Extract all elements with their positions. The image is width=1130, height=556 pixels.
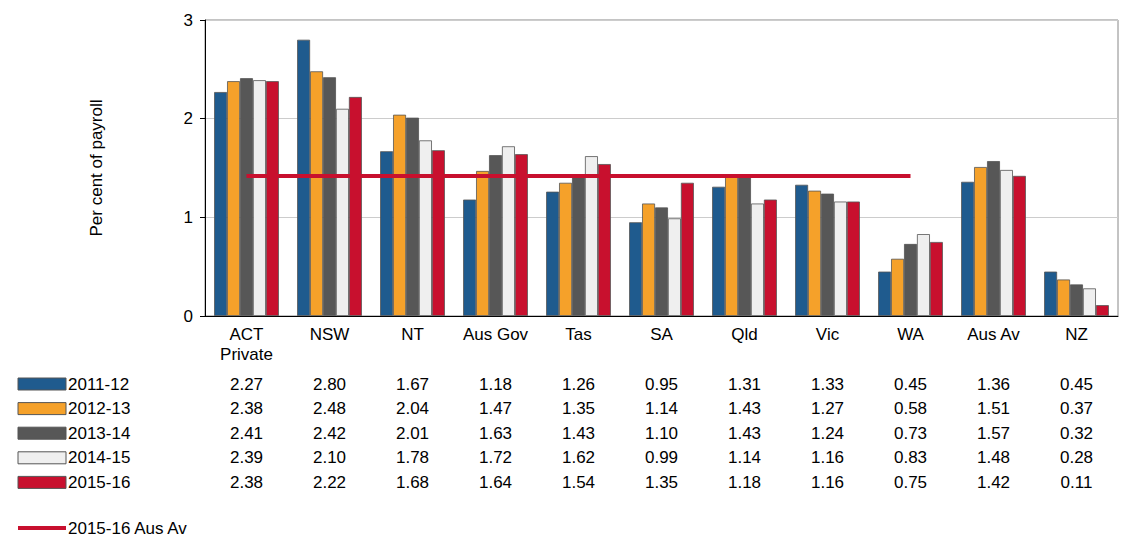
svg-text:0.73: 0.73 — [894, 424, 927, 443]
svg-text:0.32: 0.32 — [1060, 424, 1093, 443]
svg-text:1.14: 1.14 — [645, 399, 678, 418]
svg-text:0.45: 0.45 — [1060, 375, 1093, 394]
svg-text:0.95: 0.95 — [645, 375, 678, 394]
svg-text:Qld: Qld — [731, 325, 757, 344]
svg-text:NZ: NZ — [1065, 325, 1088, 344]
svg-text:2.80: 2.80 — [313, 375, 346, 394]
svg-text:1.48: 1.48 — [977, 448, 1010, 467]
svg-text:1.27: 1.27 — [811, 399, 844, 418]
svg-text:2.01: 2.01 — [396, 424, 429, 443]
svg-text:1.42: 1.42 — [977, 473, 1010, 492]
svg-text:SA: SA — [650, 325, 673, 344]
svg-text:1.43: 1.43 — [728, 399, 761, 418]
svg-text:0.45: 0.45 — [894, 375, 927, 394]
svg-text:0.58: 0.58 — [894, 399, 927, 418]
svg-text:1.72: 1.72 — [479, 448, 512, 467]
svg-text:Private: Private — [220, 345, 273, 364]
svg-text:1.31: 1.31 — [728, 375, 761, 394]
svg-text:2.38: 2.38 — [230, 399, 263, 418]
svg-text:WA: WA — [897, 325, 924, 344]
svg-text:1.18: 1.18 — [479, 375, 512, 394]
svg-text:1.18: 1.18 — [728, 473, 761, 492]
svg-text:2.04: 2.04 — [396, 399, 429, 418]
svg-text:0.28: 0.28 — [1060, 448, 1093, 467]
svg-text:2.41: 2.41 — [230, 424, 263, 443]
svg-text:1.47: 1.47 — [479, 399, 512, 418]
svg-text:1.24: 1.24 — [811, 424, 844, 443]
svg-text:1.14: 1.14 — [728, 448, 761, 467]
svg-text:2015-16: 2015-16 — [68, 473, 130, 492]
svg-text:ACT: ACT — [230, 325, 264, 344]
svg-text:1.62: 1.62 — [562, 448, 595, 467]
svg-text:NSW: NSW — [310, 325, 350, 344]
svg-text:0.75: 0.75 — [894, 473, 927, 492]
svg-text:2.27: 2.27 — [230, 375, 263, 394]
svg-text:1.16: 1.16 — [811, 473, 844, 492]
svg-text:1.78: 1.78 — [396, 448, 429, 467]
svg-text:0.99: 0.99 — [645, 448, 678, 467]
svg-text:Tas: Tas — [565, 325, 591, 344]
svg-text:0.37: 0.37 — [1060, 399, 1093, 418]
svg-text:Aus Gov: Aus Gov — [463, 325, 529, 344]
svg-text:2.48: 2.48 — [313, 399, 346, 418]
svg-text:1.16: 1.16 — [811, 448, 844, 467]
svg-text:0.83: 0.83 — [894, 448, 927, 467]
svg-text:2: 2 — [184, 109, 193, 128]
svg-text:3: 3 — [184, 11, 193, 30]
svg-text:2012-13: 2012-13 — [68, 399, 130, 418]
svg-text:1.67: 1.67 — [396, 375, 429, 394]
svg-text:1: 1 — [184, 208, 193, 227]
svg-text:1.36: 1.36 — [977, 375, 1010, 394]
svg-text:2015-16 Aus Av: 2015-16 Aus Av — [68, 519, 187, 538]
svg-text:NT: NT — [401, 325, 424, 344]
svg-text:1.35: 1.35 — [562, 399, 595, 418]
svg-text:1.63: 1.63 — [479, 424, 512, 443]
svg-text:2013-14: 2013-14 — [68, 424, 130, 443]
svg-text:1.26: 1.26 — [562, 375, 595, 394]
svg-text:2.10: 2.10 — [313, 448, 346, 467]
svg-text:1.51: 1.51 — [977, 399, 1010, 418]
svg-text:2.42: 2.42 — [313, 424, 346, 443]
svg-text:1.57: 1.57 — [977, 424, 1010, 443]
svg-text:2.22: 2.22 — [313, 473, 346, 492]
svg-text:1.10: 1.10 — [645, 424, 678, 443]
svg-text:1.64: 1.64 — [479, 473, 512, 492]
svg-text:2011-12: 2011-12 — [68, 375, 129, 394]
svg-text:Per cent of payroll: Per cent of payroll — [87, 99, 106, 236]
svg-text:0: 0 — [184, 307, 193, 326]
svg-text:2.38: 2.38 — [230, 473, 263, 492]
svg-text:1.43: 1.43 — [728, 424, 761, 443]
svg-text:Aus Av: Aus Av — [967, 325, 1020, 344]
svg-text:0.11: 0.11 — [1061, 473, 1093, 492]
svg-text:2.39: 2.39 — [230, 448, 263, 467]
svg-text:1.54: 1.54 — [562, 473, 595, 492]
svg-text:1.33: 1.33 — [811, 375, 844, 394]
svg-text:Vic: Vic — [816, 325, 840, 344]
svg-text:1.43: 1.43 — [562, 424, 595, 443]
svg-text:2014-15: 2014-15 — [68, 448, 130, 467]
svg-text:1.68: 1.68 — [396, 473, 429, 492]
svg-text:1.35: 1.35 — [645, 473, 678, 492]
